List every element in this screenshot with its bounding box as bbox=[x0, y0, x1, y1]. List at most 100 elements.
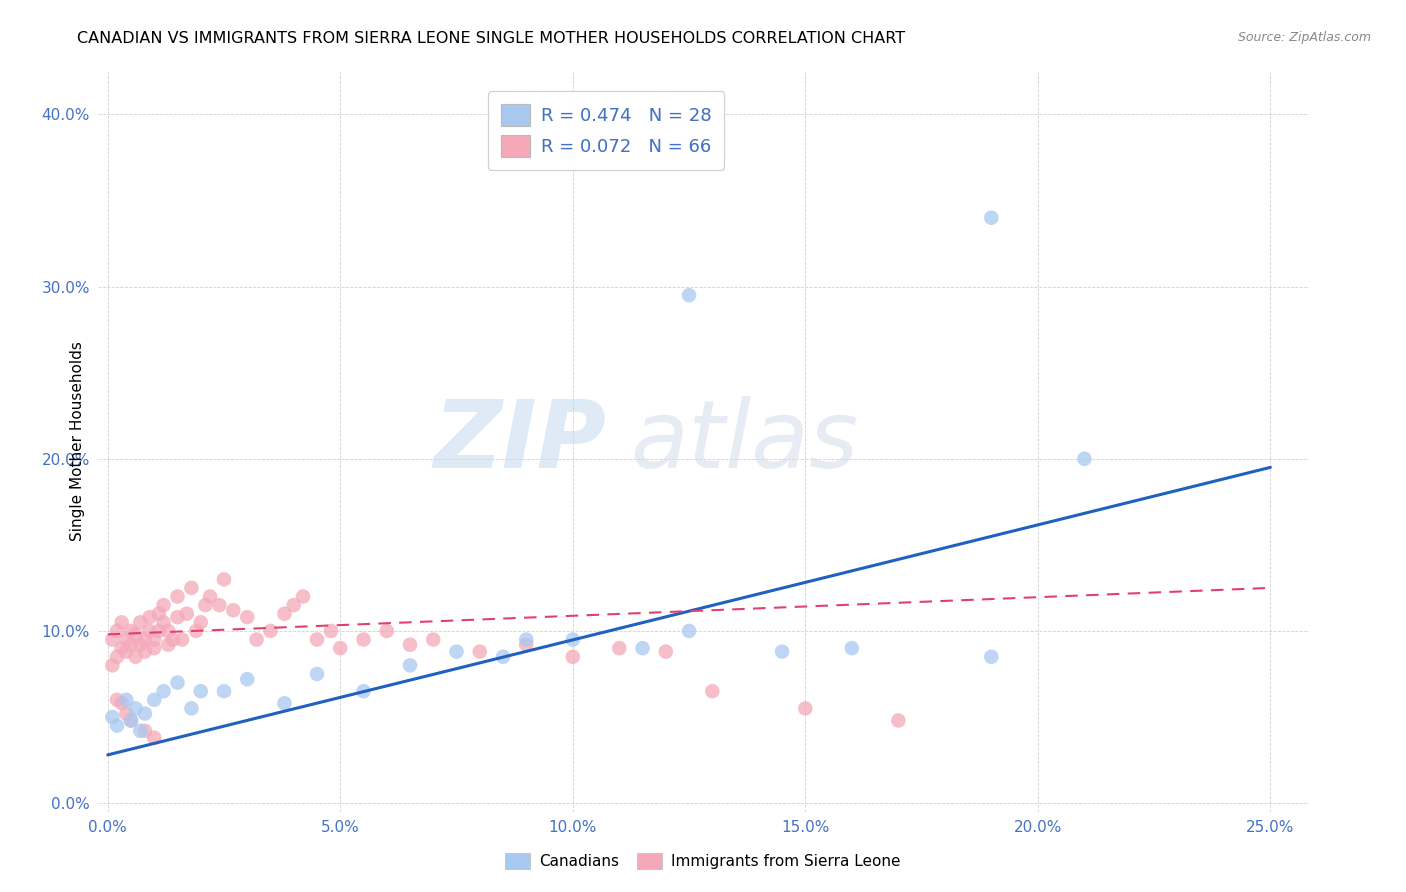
Point bbox=[143, 632, 166, 647]
Point bbox=[208, 598, 231, 612]
Legend: R = 0.474   N = 28, R = 0.072   N = 66: R = 0.474 N = 28, R = 0.072 N = 66 bbox=[488, 92, 724, 169]
Point bbox=[124, 649, 146, 664]
Point bbox=[148, 607, 170, 621]
Point bbox=[887, 714, 910, 728]
Point bbox=[190, 615, 212, 630]
Point bbox=[329, 641, 352, 656]
Point bbox=[115, 706, 138, 721]
Point bbox=[166, 675, 188, 690]
Point bbox=[111, 615, 134, 630]
Point bbox=[180, 581, 202, 595]
Point bbox=[120, 624, 142, 638]
Point bbox=[180, 701, 202, 715]
Point bbox=[375, 624, 398, 638]
Point bbox=[492, 649, 515, 664]
Point bbox=[353, 632, 375, 647]
Point bbox=[702, 684, 724, 698]
Point bbox=[115, 644, 138, 658]
Point bbox=[515, 632, 537, 647]
Point bbox=[353, 684, 375, 698]
Point bbox=[273, 696, 295, 710]
Point bbox=[190, 684, 212, 698]
Point bbox=[259, 624, 281, 638]
Point bbox=[1073, 451, 1095, 466]
Point bbox=[305, 632, 328, 647]
Point bbox=[143, 693, 166, 707]
Point bbox=[176, 607, 198, 621]
Point bbox=[138, 624, 160, 638]
Point bbox=[134, 644, 156, 658]
Point bbox=[515, 638, 537, 652]
Point bbox=[292, 590, 315, 604]
Point bbox=[115, 632, 138, 647]
Text: atlas: atlas bbox=[630, 396, 859, 487]
Point bbox=[319, 624, 342, 638]
Point bbox=[222, 603, 245, 617]
Point bbox=[198, 590, 221, 604]
Point bbox=[273, 607, 295, 621]
Point bbox=[105, 649, 128, 664]
Point bbox=[399, 658, 422, 673]
Point bbox=[120, 714, 142, 728]
Point bbox=[129, 723, 152, 738]
Point bbox=[166, 610, 188, 624]
Point bbox=[980, 211, 1002, 225]
Point bbox=[631, 641, 654, 656]
Point bbox=[120, 714, 142, 728]
Point bbox=[283, 598, 305, 612]
Point bbox=[138, 610, 160, 624]
Point bbox=[212, 572, 235, 586]
Point bbox=[841, 641, 863, 656]
Point bbox=[124, 627, 146, 641]
Point bbox=[152, 598, 174, 612]
Point bbox=[245, 632, 267, 647]
Point bbox=[101, 658, 124, 673]
Point bbox=[152, 684, 174, 698]
Point bbox=[166, 590, 188, 604]
Point bbox=[305, 667, 328, 681]
Point bbox=[561, 632, 583, 647]
Point bbox=[101, 710, 124, 724]
Point bbox=[134, 723, 156, 738]
Y-axis label: Single Mother Households: Single Mother Households bbox=[69, 342, 84, 541]
Point bbox=[194, 598, 217, 612]
Point bbox=[794, 701, 817, 715]
Text: CANADIAN VS IMMIGRANTS FROM SIERRA LEONE SINGLE MOTHER HOUSEHOLDS CORRELATION CH: CANADIAN VS IMMIGRANTS FROM SIERRA LEONE… bbox=[77, 31, 905, 46]
Point bbox=[655, 644, 678, 658]
Point bbox=[143, 641, 166, 656]
Point bbox=[236, 672, 259, 686]
Point bbox=[561, 649, 583, 664]
Point bbox=[980, 649, 1002, 664]
Point bbox=[157, 638, 180, 652]
Point bbox=[399, 638, 422, 652]
Point bbox=[678, 624, 700, 638]
Text: ZIP: ZIP bbox=[433, 395, 606, 488]
Point bbox=[678, 288, 700, 302]
Point bbox=[770, 644, 793, 658]
Point bbox=[157, 624, 180, 638]
Point bbox=[105, 718, 128, 732]
Point bbox=[422, 632, 444, 647]
Point bbox=[124, 701, 146, 715]
Point bbox=[105, 624, 128, 638]
Point bbox=[129, 638, 152, 652]
Point bbox=[111, 641, 134, 656]
Point bbox=[172, 632, 194, 647]
Point bbox=[236, 610, 259, 624]
Point bbox=[468, 644, 491, 658]
Text: Source: ZipAtlas.com: Source: ZipAtlas.com bbox=[1237, 31, 1371, 45]
Point bbox=[120, 638, 142, 652]
Point bbox=[105, 693, 128, 707]
Point bbox=[115, 693, 138, 707]
Point bbox=[152, 615, 174, 630]
Point bbox=[607, 641, 630, 656]
Point bbox=[101, 632, 124, 647]
Point bbox=[184, 624, 207, 638]
Point bbox=[212, 684, 235, 698]
Point bbox=[162, 632, 184, 647]
Point bbox=[134, 632, 156, 647]
Point bbox=[129, 615, 152, 630]
Point bbox=[111, 696, 134, 710]
Point bbox=[148, 624, 170, 638]
Legend: Canadians, Immigrants from Sierra Leone: Canadians, Immigrants from Sierra Leone bbox=[499, 847, 907, 875]
